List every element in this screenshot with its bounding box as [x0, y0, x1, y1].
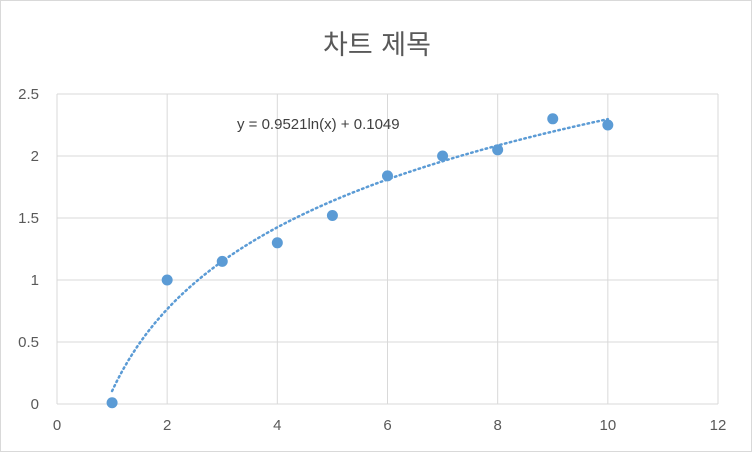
data-point	[271, 237, 283, 249]
y-tick-label: 2.5	[18, 86, 39, 103]
data-point	[492, 144, 504, 156]
trendline-equation: y = 0.9521ln(x) + 0.1049	[237, 116, 400, 133]
x-tick-label: 6	[383, 417, 391, 434]
data-point	[437, 150, 449, 162]
data-point	[382, 170, 393, 182]
y-tick-label: 2	[31, 148, 39, 165]
y-tick-label: 1.5	[18, 210, 39, 227]
x-tick-label: 12	[710, 417, 727, 434]
data-point	[161, 274, 173, 286]
data-point	[326, 210, 338, 222]
y-tick-label: 1	[31, 272, 39, 289]
data-point	[106, 397, 118, 409]
chart-title: 차트 제목	[323, 30, 431, 61]
y-tick-label: 0	[31, 396, 39, 413]
data-point	[547, 113, 559, 125]
data-point	[216, 255, 228, 267]
data-point	[602, 119, 614, 131]
x-tick-label: 10	[599, 417, 616, 434]
x-tick-label: 4	[273, 417, 281, 434]
trendline	[110, 117, 610, 393]
x-tick-label: 8	[493, 417, 501, 434]
x-tick-label: 2	[163, 417, 171, 434]
x-tick-label: 0	[53, 417, 61, 434]
y-tick-label: 0.5	[18, 334, 39, 351]
